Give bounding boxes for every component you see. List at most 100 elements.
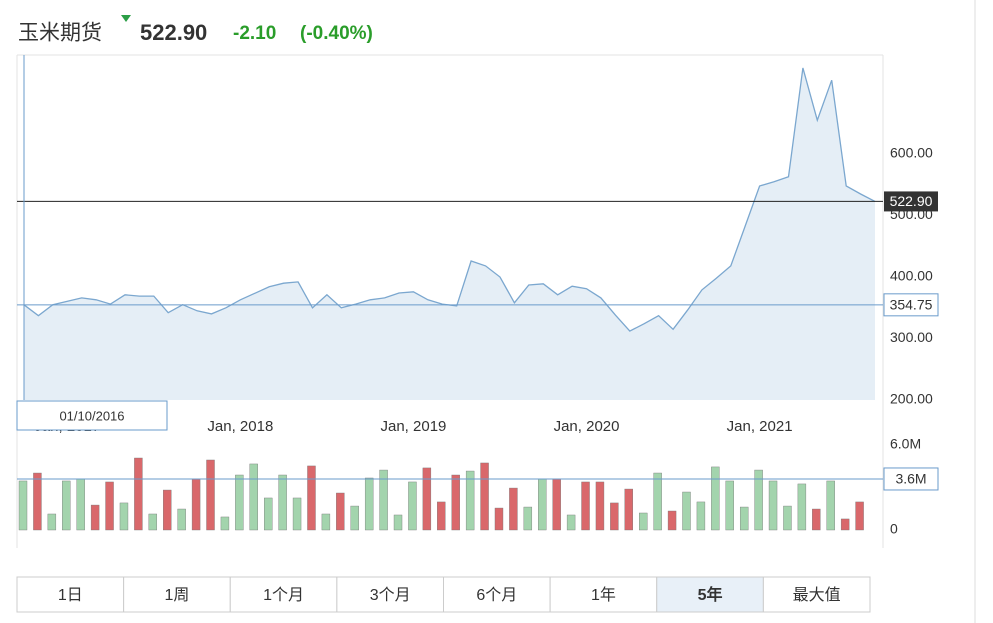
change-pct: (-0.40%) [300, 23, 373, 44]
volume-bar [667, 510, 677, 531]
range-button-label[interactable]: 1年 [591, 586, 616, 604]
volume-bar [624, 488, 633, 531]
x-tick-label: Jan, 2018 [207, 418, 273, 435]
volume-bar [581, 481, 590, 531]
volume-bar [480, 462, 489, 531]
volume-bar [321, 513, 331, 531]
volume-bar [451, 474, 460, 531]
volume-bar [653, 472, 662, 531]
range-button-label[interactable]: 5年 [698, 585, 723, 604]
volume-bar [754, 469, 763, 531]
range-button[interactable] [336, 576, 444, 613]
volume-bar [364, 477, 374, 531]
volume-bar [148, 513, 158, 531]
range-button[interactable] [443, 576, 551, 613]
volume-bar [177, 508, 186, 531]
crosshair-y-box [883, 293, 939, 317]
range-button-label[interactable]: 6个月 [476, 586, 517, 604]
volume-bar [307, 465, 316, 531]
range-button[interactable] [123, 576, 231, 613]
volume-bar [264, 497, 273, 531]
volume-bar [696, 501, 706, 531]
x-tick-label: Jan, 2019 [380, 418, 446, 435]
range-button-label[interactable]: 最大值 [793, 586, 841, 604]
volume-bar [18, 480, 28, 531]
volume-bar [220, 516, 230, 531]
x-tick-label: Jan, 2020 [554, 418, 620, 435]
volume-bar [350, 505, 359, 531]
volume-bar [206, 459, 215, 531]
volume-bar [639, 512, 648, 531]
range-button[interactable] [762, 576, 871, 613]
volume-bar [62, 480, 71, 531]
volume-bar [393, 514, 403, 531]
range-button-label[interactable]: 1个月 [263, 586, 304, 604]
volume-bar [552, 478, 561, 531]
volume-bar [768, 480, 778, 531]
volume-bar [90, 504, 100, 531]
area [24, 67, 875, 401]
volume-bar [725, 480, 734, 531]
y-tick-label: 600.00 [890, 145, 933, 161]
x-tick-label: Jan, 2021 [727, 418, 793, 435]
volume-bar [437, 501, 446, 531]
crosshair-y-label: 354.75 [890, 297, 933, 313]
volume-bar [465, 470, 475, 531]
volume-bar [682, 491, 691, 531]
volume-bar [379, 469, 388, 531]
volume-bar [538, 478, 547, 531]
volume-crosshair-label: 3.6M [895, 471, 926, 487]
volume-bar [797, 483, 807, 531]
volume-bar [76, 478, 85, 531]
volume-bar [610, 502, 619, 531]
volume-bar [566, 514, 576, 531]
volume-bar [235, 474, 244, 531]
volume-bar [278, 474, 287, 531]
volume-bar [33, 472, 42, 531]
price: 522.90 [140, 20, 207, 45]
range-button-label[interactable]: 3个月 [370, 586, 411, 604]
volume-bar [855, 501, 864, 531]
volume-bar [336, 492, 345, 531]
volume-bar [47, 513, 57, 531]
volume-tick-label: 6.0M [890, 436, 921, 452]
volume-bar [119, 502, 129, 531]
volume-bar [422, 467, 432, 531]
volume-bar [105, 481, 114, 531]
range-button[interactable] [16, 576, 125, 613]
volume-crosshair-box [883, 467, 939, 491]
title: 玉米期货 [18, 22, 102, 45]
volume-bar [812, 508, 821, 531]
y-tick-label: 300.00 [890, 329, 933, 345]
range-button[interactable] [656, 576, 764, 613]
crosshair-x-box [16, 400, 168, 431]
y-tick-label: 400.00 [890, 268, 933, 284]
volume-bar [408, 481, 417, 531]
last-price-label: 522.90 [890, 193, 933, 209]
volume-bar [292, 497, 302, 531]
volume-bar [711, 466, 720, 531]
range-button[interactable] [229, 576, 338, 613]
crosshair-x-label: 01/10/2016 [59, 408, 124, 423]
volume-bar [523, 506, 533, 531]
volume-bar [494, 507, 504, 531]
volume-bar [826, 480, 835, 531]
change: -2.10 [233, 23, 276, 44]
volume-bar [739, 506, 749, 531]
volume-bar [134, 457, 143, 531]
volume-bar [840, 518, 850, 531]
down-arrow [121, 15, 131, 22]
volume-bar [249, 463, 258, 531]
price-line [23, 67, 876, 332]
volume-bar [163, 489, 172, 531]
volume-bar [783, 505, 792, 531]
range-button-label[interactable]: 1日 [58, 587, 83, 604]
last-price-box [884, 191, 938, 212]
volume-tick-label: 0 [890, 521, 898, 537]
volume-bar [191, 478, 201, 531]
range-button-label[interactable]: 1周 [164, 587, 189, 604]
volume-bar [509, 487, 518, 531]
y-tick-label: 200.00 [890, 391, 933, 407]
